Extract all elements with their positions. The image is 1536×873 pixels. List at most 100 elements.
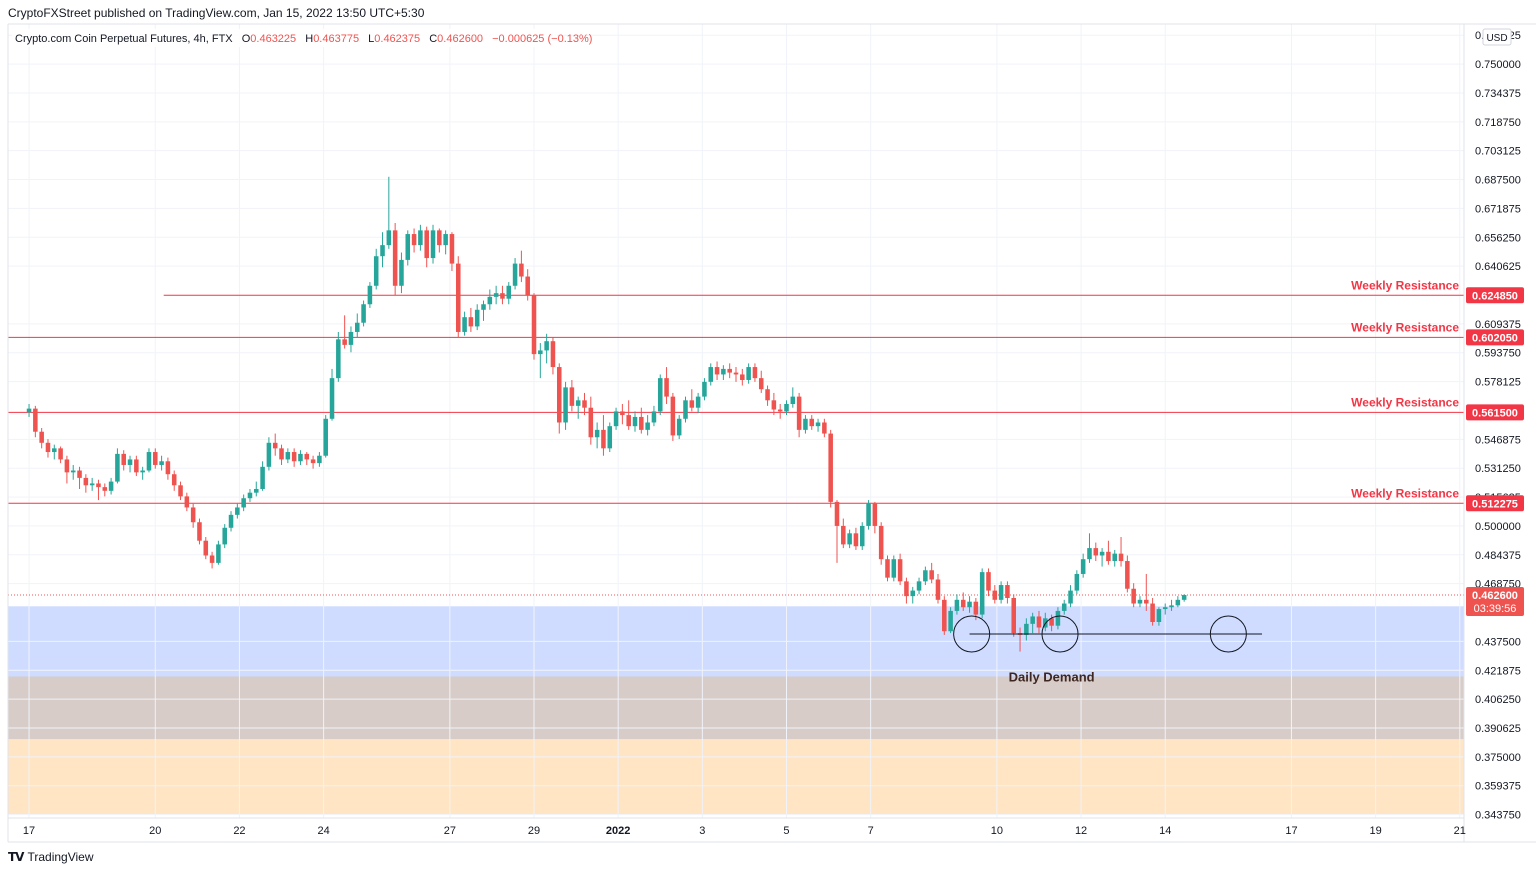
- candle-body: [184, 496, 190, 508]
- candle-body: [613, 411, 619, 427]
- candle-body: [1087, 548, 1092, 560]
- candle-body: [695, 396, 701, 408]
- current-price-tag: [1466, 587, 1524, 617]
- candle-body: [336, 339, 341, 379]
- price-tick-label: 0.484375: [1475, 550, 1521, 562]
- candle-body: [39, 431, 44, 443]
- candle-body: [354, 322, 360, 332]
- candle-body: [538, 350, 543, 355]
- price-tick-label: 0.640625: [1475, 261, 1521, 273]
- candle-body: [923, 570, 928, 582]
- candle-body: [1099, 551, 1105, 556]
- candle-body: [828, 433, 833, 502]
- price-tick-label: 0.343750: [1475, 810, 1521, 822]
- resistance-label-3: Weekly Resistance: [1351, 486, 1459, 500]
- candle-body: [153, 452, 158, 465]
- candle-body: [197, 522, 202, 541]
- candle-body: [1068, 590, 1073, 604]
- candle-body: [468, 317, 474, 327]
- currency-badge[interactable]: USD: [1482, 28, 1512, 46]
- currency-label: USD: [1486, 33, 1507, 44]
- candle-body: [1093, 548, 1099, 556]
- candle-body: [96, 483, 101, 488]
- candle-body: [506, 285, 512, 299]
- candle-body: [171, 474, 177, 486]
- legend-open-label: O: [242, 33, 251, 45]
- candle-body: [954, 599, 960, 611]
- candle-body: [52, 448, 57, 453]
- candle-body: [209, 555, 215, 563]
- candle-body: [1061, 603, 1067, 611]
- candle-body: [247, 492, 253, 499]
- candle-body: [64, 459, 70, 473]
- candle-body: [500, 293, 505, 299]
- candle-body: [140, 470, 145, 473]
- candle-body: [1055, 610, 1061, 626]
- candle-body: [83, 477, 89, 486]
- legend-close-value: 0.462600: [437, 33, 483, 45]
- candle-body: [967, 601, 972, 608]
- candle-body: [102, 487, 108, 491]
- candle-body: [878, 525, 884, 560]
- candle-body: [241, 498, 246, 508]
- demand-zone-1: [8, 676, 1464, 740]
- candle-body: [361, 304, 366, 323]
- resistance-levels: Weekly Resistance Weekly Resistance Weekly…: [8, 278, 1464, 596]
- time-axis[interactable]: 17 20 22 24 27 29 2022 3 5 7 10 12 14 17 19 21: [23, 825, 1466, 837]
- candle-body: [178, 485, 183, 497]
- candle-body: [291, 452, 297, 462]
- candle-body: [714, 367, 720, 375]
- price-tick-label: 0.531250: [1475, 463, 1521, 475]
- time-tick-label: 19: [1370, 825, 1382, 837]
- candle-body: [834, 501, 840, 526]
- chart-legend: Crypto.com Coin Perpetual Futures, 4h, F…: [12, 29, 592, 47]
- candle-body: [405, 234, 411, 260]
- candle-body: [58, 448, 63, 460]
- price-tick-label: 0.593750: [1475, 348, 1521, 360]
- candle-body: [323, 418, 328, 456]
- candle-body: [1049, 618, 1054, 626]
- price-tick-label: 0.750000: [1475, 59, 1521, 71]
- candle-body: [108, 481, 114, 491]
- candle-body: [733, 372, 739, 375]
- candle-body: [1181, 595, 1187, 600]
- legend-open-value: 0.463225: [250, 33, 296, 45]
- candle-body: [758, 378, 764, 390]
- tradingview-logo[interactable]: 𝗧𝗩 TradingView: [8, 850, 94, 864]
- candle-body: [298, 453, 303, 462]
- candle-body: [146, 452, 152, 471]
- price-tick-label: 0.671875: [1475, 203, 1521, 215]
- time-tick-label: 10: [991, 825, 1003, 837]
- candle-body: [935, 579, 941, 600]
- candle-body: [1005, 585, 1010, 598]
- candle-body: [910, 590, 916, 597]
- candle-body: [424, 230, 429, 259]
- annotations: Daily Demand: [953, 615, 1263, 684]
- candle-body: [430, 230, 436, 259]
- time-tick-label: 12: [1075, 825, 1087, 837]
- candle-body: [979, 572, 985, 615]
- candle-body: [235, 507, 240, 515]
- candle-body: [159, 461, 164, 465]
- candle-body: [77, 470, 82, 478]
- candle-body: [544, 341, 549, 351]
- candle-body: [916, 581, 922, 591]
- candle-body: [639, 416, 644, 430]
- candle-body: [897, 559, 903, 582]
- candle-body: [815, 422, 821, 427]
- candle-body: [203, 540, 209, 556]
- price-tick-label: 0.703125: [1475, 146, 1521, 158]
- candle-body: [411, 234, 417, 246]
- legend-high-value: 0.463775: [313, 33, 359, 45]
- candle-body: [651, 411, 657, 423]
- candle-body: [481, 304, 486, 310]
- candle-body: [632, 416, 638, 427]
- candle-body: [626, 415, 631, 427]
- candle-body: [973, 601, 979, 615]
- candle-body: [342, 339, 347, 345]
- candle-body: [607, 426, 613, 449]
- legend-close-label: C: [429, 33, 437, 45]
- candle-body: [493, 293, 499, 297]
- candle-body: [437, 230, 442, 246]
